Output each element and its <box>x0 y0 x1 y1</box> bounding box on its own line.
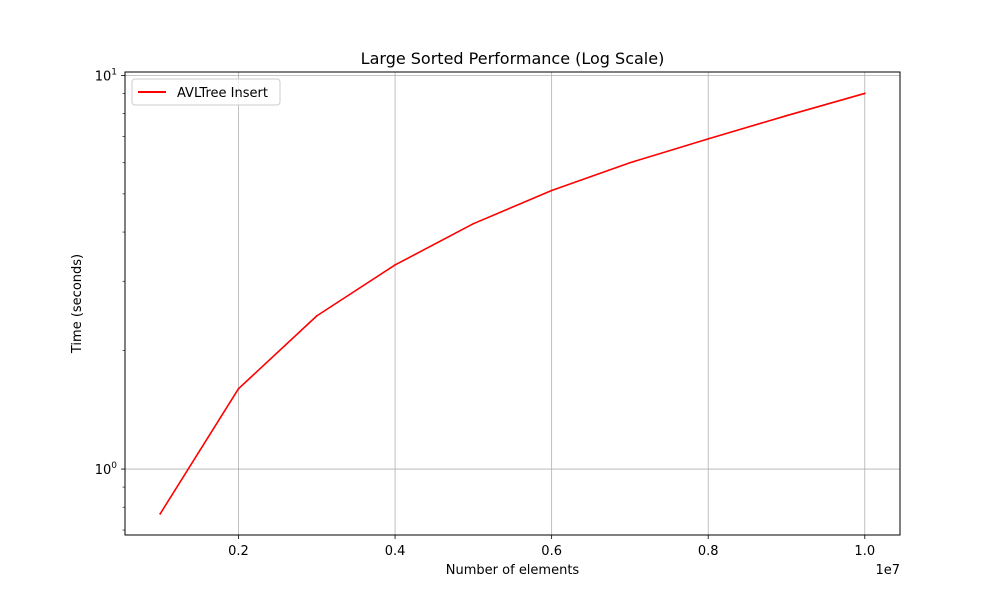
y-axis-label: Time (seconds) <box>70 254 85 354</box>
data-point <box>472 222 475 225</box>
x-axis-label: Number of elements <box>446 563 580 578</box>
data-point <box>550 189 553 192</box>
plot-area <box>159 92 866 515</box>
y-axis: 100 101 <box>95 67 125 531</box>
data-point <box>237 387 240 390</box>
x-tick-label: 0.8 <box>698 544 719 559</box>
x-tick-label: 0.4 <box>385 544 406 559</box>
y-tick-label: 101 <box>95 67 117 84</box>
plot-frame <box>124 71 901 536</box>
grid <box>125 72 900 535</box>
data-point <box>315 314 318 317</box>
x-tick-label: 1.0 <box>854 544 875 559</box>
data-point <box>394 264 396 266</box>
series-line <box>159 92 866 515</box>
data-point <box>707 137 710 140</box>
legend-label: AVLTree Insert <box>177 86 268 101</box>
legend-box <box>131 78 281 106</box>
x-axis: 0.2 0.4 0.6 0.8 1.0 <box>228 535 875 559</box>
legend: AVLTree Insert <box>131 78 281 106</box>
data-point <box>863 92 866 95</box>
data-point <box>629 161 631 164</box>
x-tick-label: 0.2 <box>228 544 249 559</box>
chart-title: Large Sorted Performance (Log Scale) <box>361 49 665 68</box>
data-point <box>159 512 162 515</box>
data-point <box>785 114 788 117</box>
y-tick-label: 100 <box>95 461 118 478</box>
x-axis-offset-text: 1e7 <box>875 563 900 578</box>
x-tick-label: 0.6 <box>541 544 562 559</box>
